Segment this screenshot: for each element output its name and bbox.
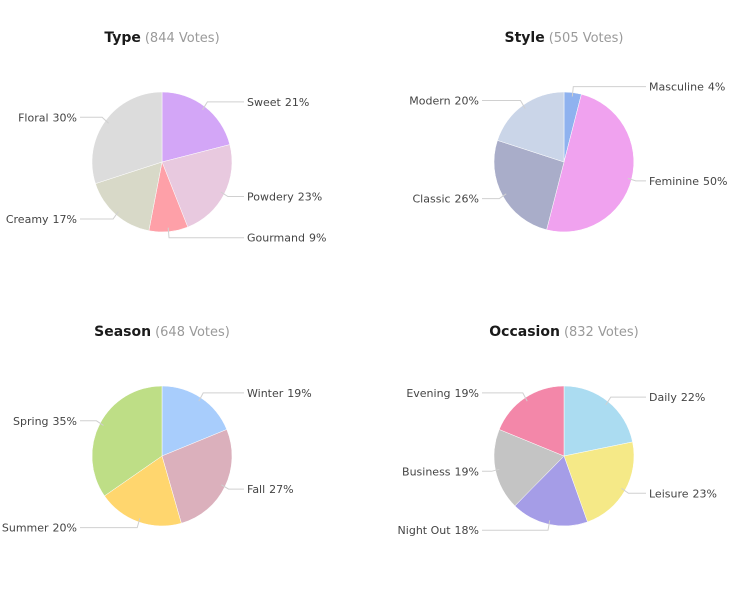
leader-line bbox=[220, 191, 244, 197]
slice-label-name: Creamy bbox=[6, 213, 49, 226]
slice-label-name: Feminine bbox=[649, 175, 699, 188]
slice-label-name: Sweet bbox=[247, 96, 282, 109]
chart-title-text: Type bbox=[104, 30, 141, 46]
pie-chart-season: Season (648 Votes) Winter 19% Fall 27% Summer 2… bbox=[2, 324, 312, 535]
slice-label-percent: 21% bbox=[285, 96, 309, 109]
chart-title: Style (505 Votes) bbox=[505, 30, 624, 46]
slice-label-name: Night Out bbox=[398, 524, 452, 537]
chart-votes-count: (832 Votes) bbox=[564, 325, 639, 340]
slice-label-name: Summer bbox=[2, 522, 49, 535]
slice-label-feminine: Feminine 50% bbox=[649, 175, 728, 188]
leader-line bbox=[571, 86, 646, 97]
leader-line bbox=[621, 487, 646, 494]
slice-label-percent: 50% bbox=[703, 175, 727, 188]
slice-label-business: Business 19% bbox=[402, 465, 479, 478]
chart-votes-count: (648 Votes) bbox=[155, 325, 230, 340]
slice-label-percent: 35% bbox=[53, 415, 77, 428]
leader-line bbox=[80, 420, 104, 426]
slice-label-classic: Classic 26% bbox=[413, 193, 480, 206]
leader-line bbox=[198, 392, 244, 402]
slice-label-powdery: Powdery 23% bbox=[247, 191, 322, 204]
slice-label-percent: 26% bbox=[455, 193, 479, 206]
slice-label-floral: Floral 30% bbox=[18, 111, 77, 124]
slice-label-percent: 19% bbox=[455, 387, 479, 400]
leader-line bbox=[627, 177, 646, 182]
slice-label-summer: Summer 20% bbox=[2, 522, 77, 535]
slice-label-percent: 30% bbox=[53, 111, 77, 124]
slice-label-name: Masculine bbox=[649, 81, 704, 94]
slice-label-name: Gourmand bbox=[247, 232, 305, 245]
leader-line bbox=[80, 116, 109, 124]
slice-label-percent: 23% bbox=[693, 487, 717, 500]
leader-line bbox=[167, 227, 244, 239]
slice-label-night-out: Night Out 18% bbox=[398, 524, 479, 537]
slice-label-percent: 23% bbox=[298, 191, 322, 204]
pie-chart-style: Style (505 Votes) Masculine 4% Feminine 50% Cl… bbox=[409, 30, 728, 233]
slice-label-name: Spring bbox=[13, 415, 49, 428]
leader-line bbox=[80, 518, 141, 529]
slice-label-name: Leisure bbox=[649, 487, 689, 500]
slice-label-masculine: Masculine 4% bbox=[649, 81, 725, 94]
chart-title-text: Occasion bbox=[489, 324, 560, 340]
leader-line bbox=[482, 468, 500, 472]
slice-label-percent: 27% bbox=[269, 483, 293, 496]
leader-line bbox=[80, 211, 119, 220]
chart-title: Type (844 Votes) bbox=[104, 30, 219, 46]
slice-label-spring: Spring 35% bbox=[13, 415, 77, 428]
leader-line bbox=[202, 101, 244, 111]
leader-line bbox=[482, 392, 528, 402]
pie-chart-occasion: Occasion (832 Votes) Daily 22% Leisure 23% Nig… bbox=[398, 324, 717, 537]
slice-label-name: Business bbox=[402, 465, 451, 478]
slice-label-evening: Evening 19% bbox=[406, 387, 479, 400]
chart-votes-count: (844 Votes) bbox=[145, 31, 220, 46]
leader-line bbox=[482, 520, 551, 531]
slice-label-percent: 4% bbox=[708, 81, 725, 94]
slice-label-name: Powdery bbox=[247, 191, 294, 204]
slice-label-percent: 22% bbox=[681, 391, 705, 404]
leader-line bbox=[221, 484, 244, 490]
slice-label-percent: 19% bbox=[455, 465, 479, 478]
slice-label-leisure: Leisure 23% bbox=[649, 487, 717, 500]
chart-title-text: Season bbox=[94, 324, 151, 340]
slice-label-percent: 17% bbox=[53, 213, 77, 226]
slice-label-name: Modern bbox=[409, 95, 450, 108]
slice-label-sweet: Sweet 21% bbox=[247, 96, 309, 109]
slice-label-winter: Winter 19% bbox=[247, 387, 312, 400]
slice-label-name: Classic bbox=[413, 193, 451, 206]
pie-chart-type: Type (844 Votes) Sweet 21% Powdery 23% Gourman… bbox=[6, 30, 327, 245]
slice-label-percent: 18% bbox=[455, 524, 479, 537]
slice-label-modern: Modern 20% bbox=[409, 95, 479, 108]
chart-title-text: Style bbox=[505, 30, 545, 46]
slice-label-gourmand: Gourmand 9% bbox=[247, 232, 326, 245]
slice-label-percent: 20% bbox=[53, 522, 77, 535]
slice-label-percent: 9% bbox=[309, 232, 326, 245]
slice-label-name: Winter bbox=[247, 387, 284, 400]
slice-label-fall: Fall 27% bbox=[247, 483, 294, 496]
slice-label-name: Floral bbox=[18, 111, 48, 124]
leader-line bbox=[605, 396, 646, 406]
slice-label-percent: 19% bbox=[287, 387, 311, 400]
leader-line bbox=[482, 100, 526, 109]
chart-title: Season (648 Votes) bbox=[94, 324, 230, 340]
leader-line bbox=[482, 193, 507, 200]
slice-label-creamy: Creamy 17% bbox=[6, 213, 77, 226]
slice-label-percent: 20% bbox=[455, 95, 479, 108]
slice-label-daily: Daily 22% bbox=[649, 391, 705, 404]
chart-title: Occasion (832 Votes) bbox=[489, 324, 638, 340]
slice-label-name: Evening bbox=[406, 387, 450, 400]
slice-label-name: Daily bbox=[649, 391, 677, 404]
slice-label-name: Fall bbox=[247, 483, 265, 496]
chart-votes-count: (505 Votes) bbox=[549, 31, 624, 46]
